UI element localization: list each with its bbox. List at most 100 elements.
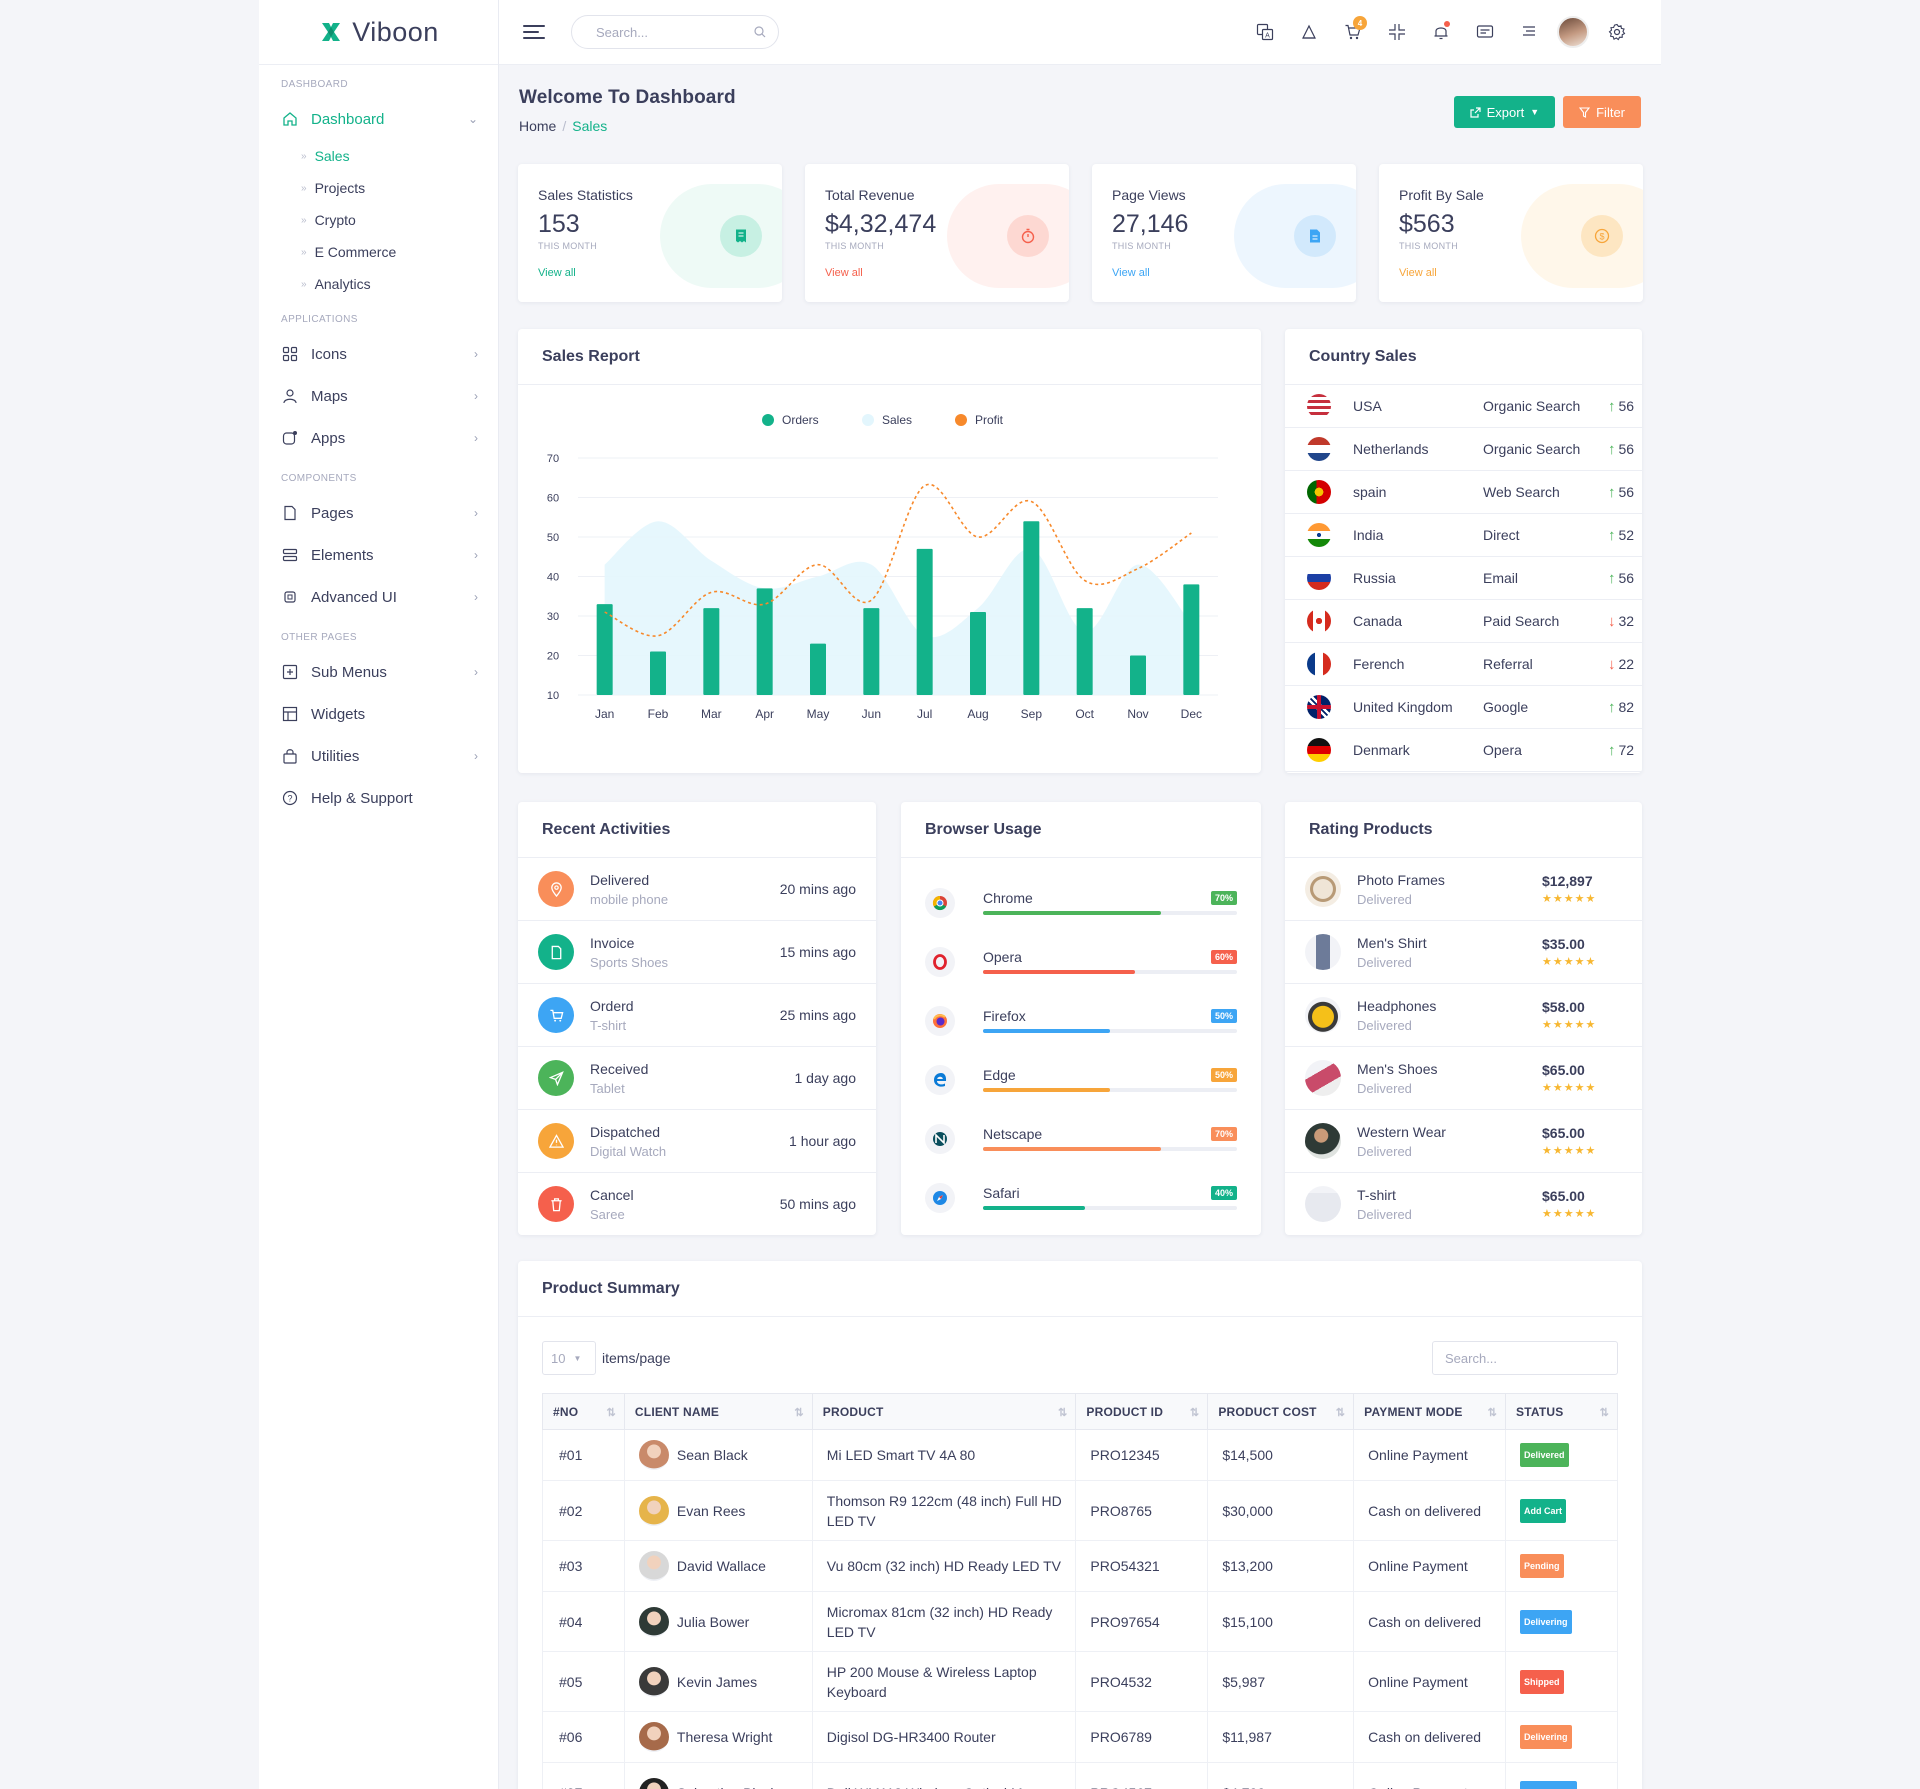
- table-row[interactable]: #03 David Wallace Vu 80cm (32 inch) HD Rea…: [542, 1540, 1618, 1592]
- search-input[interactable]: [596, 24, 754, 40]
- column-header[interactable]: PRODUCT ID ⇅: [1075, 1393, 1209, 1430]
- stat-value: $563: [1399, 210, 1455, 238]
- country-row[interactable]: spain Web Search ↑ 56: [1285, 471, 1642, 514]
- browser-item[interactable]: Firefox 50%: [901, 991, 1261, 1050]
- column-header[interactable]: PRODUCT COST ⇅: [1207, 1393, 1355, 1430]
- profile-avatar[interactable]: [1551, 10, 1595, 54]
- activity-item[interactable]: Orderd T-shirt 25 mins ago: [518, 984, 876, 1047]
- sidebar-sub-analytics[interactable]: » Analytics: [259, 268, 498, 300]
- sidebar-sub-crypto[interactable]: » Crypto: [259, 204, 498, 236]
- export-button[interactable]: Export ▼: [1453, 96, 1556, 128]
- sidebar-item-maps[interactable]: Maps ›: [259, 375, 498, 417]
- align-right-icon[interactable]: [1507, 10, 1551, 54]
- country-row[interactable]: Canada Paid Search ↓ 32: [1285, 600, 1642, 643]
- country-row[interactable]: United Kingdom Google ↑ 82: [1285, 686, 1642, 729]
- breadcrumb-home[interactable]: Home: [519, 118, 557, 134]
- column-header[interactable]: PRODUCT ⇅: [811, 1393, 1077, 1430]
- column-header[interactable]: CLIENT NAME ⇅: [623, 1393, 813, 1430]
- sort-icon[interactable]: ⇅: [1335, 1407, 1346, 1419]
- activity-item[interactable]: Cancel Saree 50 mins ago: [518, 1173, 876, 1235]
- translate-icon[interactable]: A: [1243, 10, 1287, 54]
- sidebar-item-utilities[interactable]: Utilities ›: [259, 735, 498, 777]
- rating-item[interactable]: Photo Frames Delivered $12,897 ★★★★★: [1285, 858, 1642, 921]
- sidebar-item-pages[interactable]: Pages ›: [259, 492, 498, 534]
- stat-view-all-link[interactable]: View all: [538, 267, 576, 279]
- country-value-text: 56: [1618, 570, 1635, 586]
- column-header[interactable]: STATUS ⇅: [1505, 1393, 1618, 1430]
- activity-item[interactable]: Invoice Sports Shoes 15 mins ago: [518, 921, 876, 984]
- page-size-select[interactable]: 10 ▼: [542, 1341, 596, 1375]
- bell-icon[interactable]: [1419, 10, 1463, 54]
- browser-item[interactable]: Chrome 70%: [901, 873, 1261, 932]
- browser-item[interactable]: Safari 40%: [901, 1168, 1261, 1227]
- sidebar-item-sub-menus[interactable]: Sub Menus ›: [259, 651, 498, 693]
- rating-item[interactable]: Headphones Delivered $58.00 ★★★★★: [1285, 984, 1642, 1047]
- cell-cost: $13,200: [1207, 1540, 1355, 1592]
- sidebar-item-apps[interactable]: Apps ›: [259, 417, 498, 459]
- browser-item[interactable]: Edge 50%: [901, 1050, 1261, 1109]
- table-row[interactable]: #06 Theresa Wright Digisol DG-HR3400 Route…: [542, 1711, 1618, 1763]
- product-name: Headphones: [1357, 997, 1437, 1014]
- sort-icon[interactable]: ⇅: [794, 1407, 804, 1419]
- table-row[interactable]: #02 Evan Rees Thomson R9 122cm (48 inch) F…: [542, 1480, 1618, 1541]
- table-row[interactable]: #04 Julia Bower Micromax 81cm (32 inch) HD…: [542, 1591, 1618, 1652]
- sort-icon[interactable]: ⇅: [1487, 1407, 1498, 1419]
- stat-view-all-link[interactable]: View all: [1112, 267, 1150, 279]
- sort-icon[interactable]: ⇅: [1599, 1407, 1609, 1419]
- sidebar-sub-sales[interactable]: » Sales: [259, 140, 498, 172]
- gear-icon[interactable]: [1595, 10, 1639, 54]
- cell-product: Mi LED Smart TV 4A 80: [811, 1429, 1077, 1481]
- rating-item[interactable]: Western Wear Delivered $65.00 ★★★★★: [1285, 1110, 1642, 1173]
- sidebar-item-help[interactable]: ? Help & Support: [259, 777, 498, 819]
- country-name: Denmark: [1353, 742, 1410, 758]
- sidebar-item-icons[interactable]: Icons ›: [259, 333, 498, 375]
- stat-view-all-link[interactable]: View all: [1399, 267, 1437, 279]
- country-row[interactable]: Netherlands Organic Search ↑ 56: [1285, 428, 1642, 471]
- rating-item[interactable]: T-shirt Delivered $65.00 ★★★★★: [1285, 1173, 1642, 1235]
- sidebar-item-advanced-ui[interactable]: Advanced UI ›: [259, 576, 498, 618]
- table-row[interactable]: #05 Kevin James HP 200 Mouse & Wireless La…: [542, 1651, 1618, 1712]
- country-row[interactable]: Ferench Referral ↓ 22: [1285, 643, 1642, 686]
- sidebar-item-widgets[interactable]: Widgets: [259, 693, 498, 735]
- activity-item[interactable]: Delivered mobile phone 20 mins ago: [518, 858, 876, 921]
- column-header[interactable]: #NO ⇅: [542, 1393, 625, 1430]
- plus-square-icon: [279, 661, 301, 683]
- minimize-icon[interactable]: [1375, 10, 1419, 54]
- browser-item[interactable]: Netscape 70%: [901, 1109, 1261, 1168]
- browser-item[interactable]: Opera 60%: [901, 932, 1261, 991]
- table-row[interactable]: #07 Sebastian Black Dell WM118 Wireless Op…: [542, 1762, 1618, 1789]
- filter-button[interactable]: Filter: [1563, 96, 1641, 128]
- rating-item[interactable]: Men's Shirt Delivered $35.00 ★★★★★: [1285, 921, 1642, 984]
- sort-icon[interactable]: ⇅: [606, 1407, 616, 1419]
- client-name: Sean Black: [676, 1447, 748, 1463]
- sidebar-sub-label: Analytics: [314, 276, 371, 292]
- menu-toggle-icon[interactable]: [523, 21, 545, 43]
- sort-icon[interactable]: ⇅: [1189, 1407, 1200, 1419]
- sidebar-item-elements[interactable]: Elements ›: [259, 534, 498, 576]
- rating-item[interactable]: Men's Shoes Delivered $65.00 ★★★★★: [1285, 1047, 1642, 1110]
- sales-report-chart: 10 20 30 40 50 60 70 Jan Feb Mar Apr May Jun Jul Aug Se…: [547, 413, 1218, 721]
- sort-icon[interactable]: ⇅: [1057, 1407, 1068, 1419]
- card-title: Country Sales: [1285, 329, 1642, 385]
- activity-item[interactable]: Dispatched Digital Watch 1 hour ago: [518, 1110, 876, 1173]
- arrow-up-icon: ↑: [1608, 483, 1616, 501]
- message-icon[interactable]: [1463, 10, 1507, 54]
- column-header[interactable]: PAYMENT MODE ⇅: [1353, 1393, 1507, 1430]
- table-search-input[interactable]: [1432, 1341, 1618, 1375]
- activity-item[interactable]: Received Tablet 1 day ago: [518, 1047, 876, 1110]
- brand-name: Viboon: [352, 16, 439, 47]
- cart-icon[interactable]: 4: [1331, 10, 1375, 54]
- sidebar-sub-ecommerce[interactable]: » E Commerce: [259, 236, 498, 268]
- topbar-search[interactable]: [571, 15, 779, 49]
- country-row[interactable]: India Direct ↑ 52: [1285, 514, 1642, 557]
- product-info: Photo Frames Delivered: [1357, 872, 1445, 907]
- sidebar-item-dashboard[interactable]: Dashboard ⌄: [259, 98, 498, 140]
- brand[interactable]: Viboon: [259, 0, 498, 65]
- country-row[interactable]: USA Organic Search ↑ 56: [1285, 385, 1642, 428]
- table-row[interactable]: #01 Sean Black Mi LED Smart TV 4A 80 PRO123…: [542, 1429, 1618, 1481]
- sidebar-sub-projects[interactable]: » Projects: [259, 172, 498, 204]
- theme-icon[interactable]: [1287, 10, 1331, 54]
- country-row[interactable]: Russia Email ↑ 56: [1285, 557, 1642, 600]
- stat-view-all-link[interactable]: View all: [825, 267, 863, 279]
- country-row[interactable]: Denmark Opera ↑ 72: [1285, 729, 1642, 772]
